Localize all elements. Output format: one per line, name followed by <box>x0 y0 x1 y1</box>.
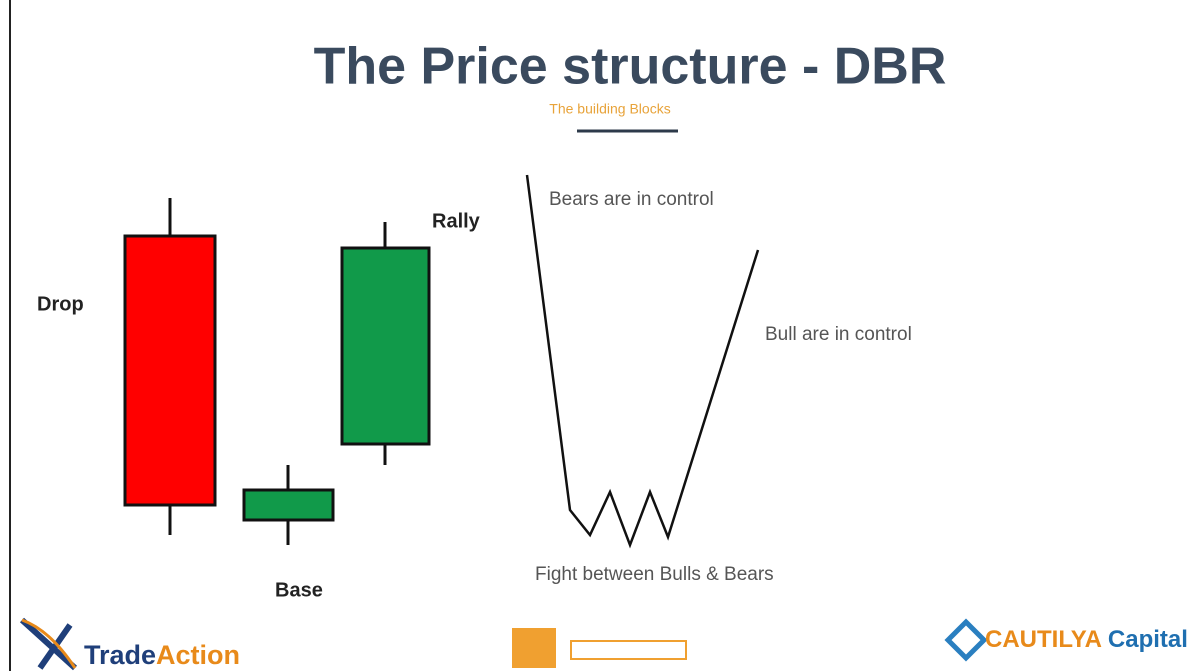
right-logo: CAUTILYA Capital <box>985 626 1188 653</box>
subtitle: The building Blocks <box>549 101 670 117</box>
price-path <box>525 174 760 549</box>
logo-mark <box>19 617 78 671</box>
rally-candle <box>340 246 431 446</box>
logo-text: Trade <box>84 640 156 670</box>
bulls-label: Bull are in control <box>765 324 912 345</box>
drop-label: Drop <box>37 293 84 315</box>
logo-mark <box>944 618 988 662</box>
center-logo-box <box>512 628 556 668</box>
rally-label: Rally <box>432 210 481 232</box>
title: The Price structure - DBR <box>314 38 947 96</box>
base-candle <box>242 488 335 522</box>
center-logo-frame <box>570 640 687 660</box>
logo-text: Action <box>156 640 240 670</box>
logo-mark <box>21 618 77 669</box>
bears-label: Bears are in control <box>549 189 714 210</box>
fight-label: Fight between Bulls & Bears <box>535 564 774 585</box>
left-logo: TradeAction <box>84 640 240 670</box>
logo-text: Capital <box>1108 626 1188 653</box>
logo-text: CAUTILYA <box>985 626 1102 653</box>
drop-candle <box>123 234 217 507</box>
base-label: Base <box>275 579 323 601</box>
